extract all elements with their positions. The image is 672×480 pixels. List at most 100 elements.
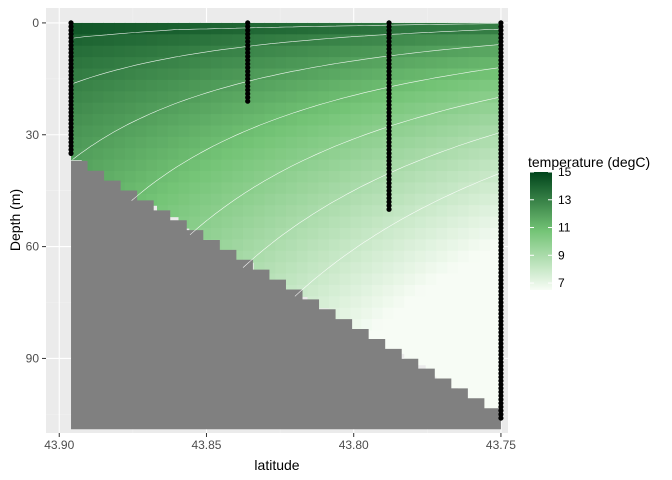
heat-tile (447, 79, 459, 92)
heat-tile (296, 68, 309, 81)
heat-tile (318, 273, 330, 286)
heat-tile (425, 170, 438, 183)
heat-tile (436, 79, 448, 92)
heat-tile (436, 125, 448, 138)
heat-tile (457, 319, 470, 332)
heat-tile (393, 319, 405, 332)
heat-tile (425, 296, 438, 309)
heat-tile (92, 148, 104, 161)
station-point (498, 42, 504, 48)
heat-tile (414, 34, 427, 47)
heat-tile (157, 193, 169, 206)
heat-tile (468, 182, 481, 195)
heat-tile (404, 91, 416, 104)
heat-tile (296, 45, 309, 58)
heat-tile (404, 159, 416, 172)
heat-tile (318, 68, 330, 81)
heat-tile (146, 114, 158, 127)
heat-tile (318, 125, 330, 138)
heat-tile (436, 91, 448, 104)
heat-tile (425, 148, 438, 161)
heat-tile (393, 284, 405, 297)
heat-tile (253, 182, 266, 195)
station-point (498, 35, 504, 41)
heat-tile (436, 102, 448, 115)
heat-tile (350, 193, 362, 206)
heat-tile (221, 34, 233, 47)
station-point (498, 120, 504, 127)
station-point (68, 147, 74, 153)
station-point (386, 68, 392, 74)
heat-tile (157, 114, 169, 127)
station-point (386, 124, 392, 130)
heat-tile (414, 227, 427, 240)
heat-tile (414, 216, 427, 229)
heat-tile (114, 136, 126, 149)
heat-tile (457, 136, 470, 149)
heat-tile (361, 319, 373, 332)
heat-tile (371, 159, 384, 172)
heat-tile (328, 273, 341, 286)
heat-tile (307, 159, 319, 172)
station-point (386, 79, 392, 86)
station-point (245, 76, 251, 82)
heat-tile (264, 193, 276, 206)
heat-tile (436, 22, 448, 35)
heat-tile (221, 136, 233, 149)
heat-tile (135, 34, 147, 47)
heat-tile (425, 79, 438, 92)
heat-tile (253, 45, 266, 58)
heat-tile (135, 148, 147, 161)
heat-tile (103, 102, 115, 115)
heat-tile (275, 182, 287, 195)
station-point (386, 42, 392, 48)
heat-tile (404, 57, 416, 70)
heat-tile (447, 22, 459, 35)
heat-tile (328, 193, 341, 206)
station-point (498, 240, 504, 246)
heat-tile (447, 307, 459, 320)
heat-tile (361, 91, 373, 104)
station-point (386, 180, 392, 186)
heat-tile (221, 216, 233, 229)
heat-tile (114, 148, 126, 161)
heat-tile (275, 136, 287, 149)
heat-tile (425, 193, 438, 206)
heat-tile (350, 182, 362, 195)
heat-tile (425, 136, 438, 149)
station-point (68, 83, 74, 89)
y-axis-title: Depth (m) (7, 189, 23, 251)
heat-tile (350, 102, 362, 115)
heat-tile (447, 34, 459, 47)
heat-tile (189, 79, 201, 92)
heat-tile (285, 170, 298, 183)
heat-tile (414, 330, 427, 343)
heat-tile (307, 216, 319, 229)
station-point (68, 31, 74, 37)
station-point (498, 83, 504, 89)
heat-tile (350, 114, 362, 127)
heat-tile (339, 79, 352, 92)
station-point (498, 378, 504, 384)
heat-tile (490, 79, 502, 92)
heat-tile (371, 57, 384, 70)
heat-tile (425, 45, 438, 58)
station-point (386, 76, 392, 82)
heat-tile (328, 114, 341, 127)
station-point (498, 266, 504, 272)
heat-tile (103, 91, 115, 104)
heat-tile (242, 227, 255, 240)
heat-tile (221, 227, 233, 240)
heat-tile (232, 45, 244, 58)
heat-tile (157, 22, 169, 35)
seafloor (71, 160, 501, 430)
heat-tile (167, 68, 180, 81)
station-point (498, 65, 504, 71)
legend-ticks: 15 13 11 9 7 (530, 165, 572, 290)
contour-line (70, 29, 501, 85)
heat-tile (103, 57, 115, 70)
heat-tile (339, 296, 352, 309)
heat-tile (210, 182, 223, 195)
heat-tile (71, 22, 83, 35)
heat-tile (425, 216, 438, 229)
